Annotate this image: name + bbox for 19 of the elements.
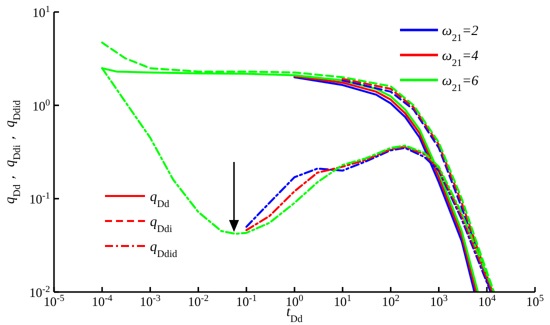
x-tick-label: 10$^{-1}$ bbox=[236, 294, 258, 309]
annotation: q$_{Ddi}$ bbox=[150, 215, 172, 234]
y-tick-label: 10$^{-1}$ bbox=[29, 192, 50, 207]
x-tick-label: 10$^{1}$ bbox=[334, 294, 352, 309]
x-tick-label: 10$^{-4}$ bbox=[92, 294, 113, 309]
x-tick-label: 10$^{2}$ bbox=[382, 294, 400, 309]
legend-label: ω$_{21}$=2 bbox=[442, 24, 478, 44]
annotation: q$_{Dd}$ bbox=[150, 190, 170, 210]
y-tick-label: 10$^{0}$ bbox=[32, 98, 50, 114]
x-tick-label: 10$^{3}$ bbox=[430, 294, 448, 309]
legend-label: ω$_{21}$=6 bbox=[442, 74, 478, 94]
x-tick-label: 10$^{4}$ bbox=[478, 294, 496, 309]
x-tick-label: 10$^{-3}$ bbox=[140, 294, 161, 309]
legend-label: ω$_{21}$=4 bbox=[442, 49, 478, 68]
annotation: q$_{Ddid}$ bbox=[150, 240, 178, 260]
x-tick-label: 10$^{-5}$ bbox=[44, 294, 65, 309]
y-tick-label: 10$^{1}$ bbox=[32, 5, 50, 20]
x-tick-label: 10$^{5}$ bbox=[526, 294, 544, 309]
x-tick-label: 10$^{-2}$ bbox=[188, 294, 210, 309]
